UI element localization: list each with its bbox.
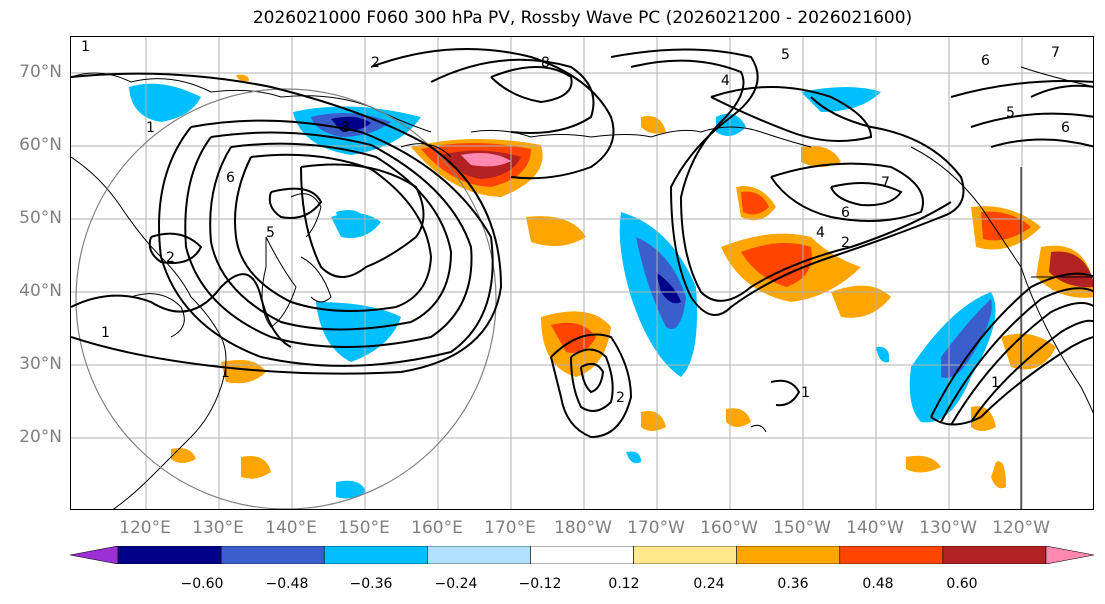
- lat-label-60n: 60°N: [19, 135, 62, 155]
- contour-label: 2: [166, 250, 175, 266]
- pv-contours: [71, 48, 1093, 439]
- contour-label: 4: [721, 73, 730, 89]
- lon-label: 140°E: [265, 518, 317, 538]
- contour-label: 8: [541, 55, 550, 71]
- contour-label: 6: [981, 53, 990, 69]
- lon-label: 180°W: [554, 518, 612, 538]
- colorbar: [70, 546, 1094, 564]
- colorbar-tick: 0.60: [946, 576, 978, 592]
- contour-label: 2: [841, 235, 850, 251]
- contour-label: 7: [1051, 45, 1060, 61]
- lat-label-70n: 70°N: [19, 62, 62, 82]
- contour-label: 1: [146, 120, 155, 136]
- colorbar-tick: 0.48: [862, 576, 894, 592]
- colorbar-segment: [220, 546, 325, 564]
- colorbar-segment: [530, 546, 634, 564]
- contour-label: 2: [616, 390, 625, 406]
- lon-label: 150°E: [338, 518, 390, 538]
- colorbar-segment: [633, 546, 737, 564]
- lon-label: 160°W: [700, 518, 758, 538]
- contour-label: 1: [81, 39, 90, 55]
- colorbar-tick: −0.60: [180, 576, 224, 592]
- colorbar-tick: −0.48: [265, 576, 309, 592]
- colorbar-extend-min: [70, 546, 119, 564]
- colorbar-segment: [427, 546, 531, 564]
- colorbar-segment: [323, 546, 428, 564]
- coastlines: [71, 66, 1093, 509]
- lat-label-20n: 20°N: [19, 427, 62, 447]
- colorbar-segment: [839, 546, 944, 564]
- contour-label: 1: [101, 325, 110, 341]
- lat-label-30n: 30°N: [19, 354, 62, 374]
- contour-label: 6: [226, 170, 235, 186]
- lon-label: 120°E: [119, 518, 171, 538]
- contour-label: 2: [371, 55, 380, 71]
- pv-anomaly-fills: [129, 74, 1093, 499]
- colorbar-segment: [736, 546, 841, 564]
- contour-label: 7: [881, 175, 890, 191]
- contour-label: 6: [841, 205, 850, 221]
- colorbar-tick: 0.12: [608, 576, 640, 592]
- lon-label: 160°E: [411, 518, 463, 538]
- colorbar-tick: −0.12: [518, 576, 562, 592]
- contour-label: 5: [1006, 105, 1015, 121]
- colorbar-segment: [117, 546, 222, 564]
- lon-label: 150°W: [773, 518, 831, 538]
- colorbar-extend-max: [1045, 546, 1094, 564]
- lon-label: 140°W: [846, 518, 904, 538]
- colorbar-tick: 0.36: [777, 576, 809, 592]
- lat-label-50n: 50°N: [19, 208, 62, 228]
- chart-title: 2026021000 F060 300 hPa PV, Rossby Wave …: [252, 8, 913, 28]
- lon-label: 130°W: [919, 518, 977, 538]
- colorbar-tick: −0.24: [434, 576, 478, 592]
- contour-label: 5: [781, 47, 790, 63]
- region-circle: [75, 88, 497, 509]
- contour-label: 1: [991, 375, 1000, 391]
- colorbar-tick: 0.24: [693, 576, 725, 592]
- contour-label: 3: [341, 120, 350, 136]
- colorbar-segment: [942, 546, 1047, 564]
- colorbar-tick: −0.36: [349, 576, 393, 592]
- lon-label: 170°E: [484, 518, 536, 538]
- lat-label-40n: 40°N: [19, 281, 62, 301]
- contour-label: 6: [1061, 120, 1070, 136]
- contour-label: 5: [266, 225, 275, 241]
- contour-label: 1: [221, 365, 230, 381]
- lon-label: 120°W: [992, 518, 1050, 538]
- map-panel: 1 2 8 5 6 7 4 3 1 6 6 5 4 2 6 1 1 2 1 7 …: [70, 36, 1094, 510]
- lon-label: 170°W: [627, 518, 685, 538]
- contour-label: 1: [801, 385, 810, 401]
- contour-label: 4: [816, 225, 825, 241]
- lon-label: 130°E: [192, 518, 244, 538]
- map-canvas: 1 2 8 5 6 7 4 3 1 6 6 5 4 2 6 1 1 2 1 7 …: [71, 37, 1093, 509]
